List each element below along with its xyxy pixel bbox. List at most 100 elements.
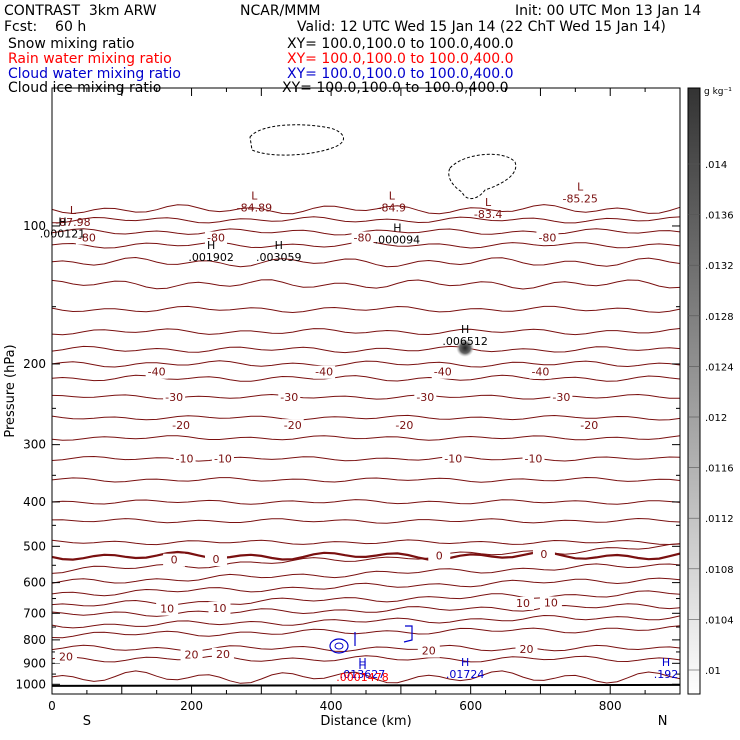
- extremum-value: -83.4: [474, 208, 502, 221]
- extremum-marker: H: [461, 323, 469, 336]
- isotherm-line: [51, 414, 681, 421]
- isotherm-label-bg: [170, 419, 193, 433]
- isotherm-line: [51, 625, 681, 639]
- isotherm-label: -40: [148, 366, 166, 379]
- isotherm-label: 0: [540, 548, 547, 561]
- isotherm-line: [51, 644, 681, 653]
- colorbar-units: g kg⁻¹: [704, 87, 732, 97]
- field-xy-rain: XY= 100.0,100.0 to 100.0,400.0: [287, 51, 514, 67]
- isotherm-label-bg: [163, 553, 186, 567]
- extremum-value: .006512: [442, 335, 488, 348]
- isotherm-label-bg: [204, 231, 227, 245]
- colorbar-tick-label: .0124: [705, 362, 734, 373]
- colorbar-tick-label: .0136: [705, 211, 734, 222]
- isotherm-line: [51, 655, 681, 663]
- isotherm-label-bg: [515, 643, 538, 657]
- isotherm-label-bg: [393, 419, 416, 433]
- extremum-marker: H: [358, 659, 366, 672]
- isotherm-label-bg: [156, 602, 179, 616]
- cloud-water-outline: [329, 638, 349, 654]
- isotherm-label: -30: [280, 391, 298, 404]
- isotherm-line: [51, 216, 681, 224]
- y-tick-label: 200: [23, 357, 46, 371]
- isotherm-label-bg: [442, 452, 465, 466]
- extremum-marker: L: [389, 189, 396, 202]
- isotherm-label-bg: [539, 596, 562, 610]
- colorbar: [687, 87, 701, 695]
- isotherm-label-bg: [428, 549, 451, 563]
- isotherm-label-bg: [550, 390, 573, 404]
- extremum-value: .001902: [188, 251, 234, 264]
- isotherm-label: -10: [176, 453, 194, 466]
- y-axis-label: Pressure (hPa): [3, 344, 18, 437]
- y-tick-label: 600: [23, 576, 46, 590]
- isotherm-line: [51, 563, 681, 584]
- isotherm-label-bg: [145, 365, 168, 379]
- colorbar-tick-label: .0112: [705, 514, 734, 525]
- isotherm-line: [51, 256, 681, 268]
- isotherm-line: [51, 393, 681, 400]
- isotherm-label: -30: [416, 391, 434, 404]
- isotherm-label-bg: [211, 452, 234, 466]
- isotherm-label-bg: [211, 647, 234, 661]
- x-tick-label: 200: [180, 699, 203, 713]
- isotherm-label: 0: [436, 549, 443, 562]
- x-axis-label: Distance (km): [320, 714, 411, 729]
- isotherm-line: [51, 670, 681, 684]
- isotherm-line: [51, 603, 681, 617]
- y-tick-label: 300: [23, 438, 46, 452]
- isotherm-label-bg: [578, 419, 601, 433]
- ice-outline: [448, 153, 517, 199]
- isotherm-line: [51, 305, 681, 314]
- ice-maximum-shading: [456, 338, 475, 357]
- ice-outline: [249, 124, 344, 156]
- isotherm-label-bg: [173, 452, 196, 466]
- isotherm-line: [51, 543, 681, 574]
- north-end-label: N: [658, 714, 668, 729]
- isotherm-label: 20: [216, 648, 230, 661]
- extremum-value: .192: [654, 668, 679, 681]
- isotherm-label-bg: [54, 650, 77, 664]
- surface-line: [51, 683, 681, 687]
- isotherm-label-bg: [278, 390, 301, 404]
- extremum-value: -87.98: [55, 216, 90, 229]
- isotherm-label: 20: [59, 650, 73, 663]
- extremum-value: .000121: [40, 228, 86, 241]
- field-label-rain: Rain water mixing ratio: [8, 51, 172, 67]
- isotherm-label: 20: [519, 643, 533, 656]
- isotherm-line: [51, 279, 681, 290]
- y-tick-label: 500: [23, 539, 46, 553]
- valid-time: Valid: 12 UTC Wed 15 Jan 14 (22 ChT Wed …: [297, 19, 666, 35]
- isotherm-line: [51, 345, 681, 354]
- isotherm-label: -80: [354, 232, 372, 245]
- colorbar-tick-label: .014: [705, 160, 727, 171]
- cloud-water-outline: [354, 625, 413, 646]
- isotherm-label: 20: [422, 645, 436, 658]
- isotherm-label-bg: [163, 390, 186, 404]
- isotherm-line: [51, 550, 681, 561]
- isotherm-line: [51, 517, 681, 524]
- field-label-cloud-water: Cloud water mixing ratio: [8, 66, 181, 82]
- extremum-marker: H: [461, 656, 469, 669]
- isotherm-line: [51, 614, 681, 629]
- isotherm-label: 0: [171, 554, 178, 567]
- isotherm-line: [51, 328, 681, 336]
- isotherm-label: -80: [538, 232, 556, 245]
- field-label-snow: Snow mixing ratio: [8, 36, 135, 52]
- isotherm-label: -30: [552, 391, 570, 404]
- plot-frame: [51, 87, 681, 695]
- extremum-marker: H: [393, 221, 401, 234]
- isotherm-label: -10: [444, 453, 462, 466]
- model-title: CONTRAST 3km ARW: [4, 3, 157, 19]
- isotherm-line: [51, 360, 681, 368]
- cloud-water-outline: [334, 642, 344, 650]
- extremum-value: -84.9: [378, 201, 406, 214]
- isotherm-label: -30: [165, 391, 183, 404]
- isotherm-label: -20: [395, 419, 413, 432]
- colorbar-tick-label: .01: [705, 666, 721, 677]
- isotherm-label: -40: [434, 366, 452, 379]
- y-tick-label: 700: [23, 606, 46, 620]
- isotherm-label-bg: [512, 596, 534, 610]
